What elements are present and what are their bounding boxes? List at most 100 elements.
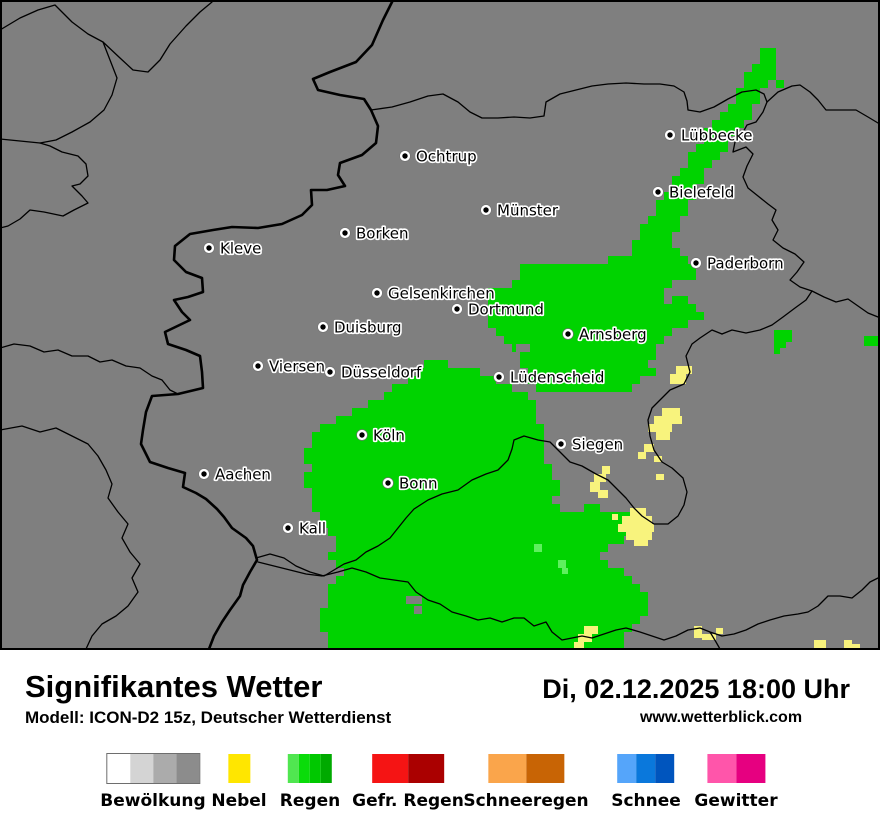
rain-gap [414,606,422,614]
fog-patch [662,408,680,416]
state-border [766,84,879,124]
rain-pixel [776,80,784,88]
legend-swatch [227,754,250,783]
legend-color-segment [287,754,299,783]
city-dot [385,480,391,486]
city-marker: Aachen [198,464,273,485]
fog-patch [574,642,584,649]
light-rain-pixel [558,560,566,568]
city-dot [342,230,348,236]
city-marker: Gelsenkirchen [371,283,496,304]
fog-patch [626,532,652,540]
legend-item-nebel: Nebel [211,754,267,811]
city-dot [655,189,661,195]
forecast-datetime: Di, 02.12.2025 18:00 Uhr [542,674,850,704]
rain-pixel [864,336,880,346]
city-dot [374,290,380,296]
fog-patch [844,640,852,649]
city-dot [201,471,207,477]
state-border [255,329,723,577]
state-border [370,82,813,335]
legend-color-segment [636,754,656,783]
national-border [139,0,395,650]
city-label: Paderborn [707,255,784,273]
city-dot [565,331,571,337]
legend-item-schnee: Schnee [611,754,681,811]
legend-color-segment [227,754,250,783]
rain-area-southwest [304,360,648,648]
city-marker: Siegen [555,434,625,455]
fog-patch [594,474,606,482]
city-marker: Paderborn [690,253,785,274]
legend-color-segment [298,754,310,783]
fog-patch [694,626,702,638]
legend-item-bew-lkung: Bewölkung [100,753,206,811]
country-border-lines [0,0,879,650]
city-marker: Dortmund [451,299,546,320]
city-dot [454,306,460,312]
fog-patch [814,640,826,649]
state-border [257,561,879,641]
legend-color-segment [371,754,408,783]
legend-color-segment [655,754,675,783]
city-dot [255,363,261,369]
rain-gap [406,596,422,604]
city-dot [320,324,326,330]
city-label: Münster [497,202,559,220]
fog-patch [670,374,686,384]
city-dot [693,260,699,266]
fog-patch [676,366,692,374]
city-dot [496,374,502,380]
city-label: Bielefeld [669,184,734,202]
legend-color-segment [526,754,564,783]
state-border [0,142,89,229]
light-rain-pixel [534,544,542,552]
city-marker: Lüdenscheid [493,367,606,388]
legend-label: Nebel [211,791,267,811]
city-dot [667,132,673,138]
fog-patch [716,628,723,634]
city-label: Köln [373,427,405,445]
fog-patch [852,644,860,649]
city-label: Siegen [572,436,623,454]
rain-pixel [618,534,624,540]
city-marker: Arnsberg [562,324,648,345]
model-info: Modell: ICON-D2 15z, Deutscher Wetterdie… [25,708,392,727]
city-marker: Köln [356,425,407,446]
website-url: www.wetterblick.com [639,709,803,726]
city-marker: Lübbecke [664,125,754,146]
city-label: Duisburg [334,319,402,337]
city-marker: Ochtrup [399,146,478,167]
fog-patch [598,490,608,498]
legend-swatch [105,753,200,784]
legend-item-gewitter: Gewitter [694,754,778,811]
legend-color-segment [309,754,321,783]
city-dot [327,369,333,375]
city-marker: Düsseldorf [324,362,424,383]
city-dot [359,432,365,438]
page-title: Signifikantes Wetter [25,669,323,704]
fog-patch [618,524,654,532]
city-label: Dortmund [468,301,544,319]
legend-color-segment [407,754,444,783]
city-marker: Bielefeld [652,182,736,203]
map-frame [0,0,880,650]
legend-swatch [371,754,444,783]
fog-patch [702,634,716,640]
legend-label: Regen [279,791,341,811]
city-dot [206,245,212,251]
fog-patch [578,634,592,642]
fog-patch [656,474,664,480]
legend-color-segment [320,754,332,783]
fog-patch [638,452,646,459]
legend-color-segment [488,754,526,783]
city-label: Arnsberg [579,326,647,344]
city-label: Düsseldorf [341,364,422,382]
city-marker: Borken [339,223,410,244]
fog-patch [602,466,610,474]
legend-color-segment [175,754,199,783]
fog-patch [634,540,648,546]
fog-patch [622,516,652,524]
fog-patch [648,424,672,432]
